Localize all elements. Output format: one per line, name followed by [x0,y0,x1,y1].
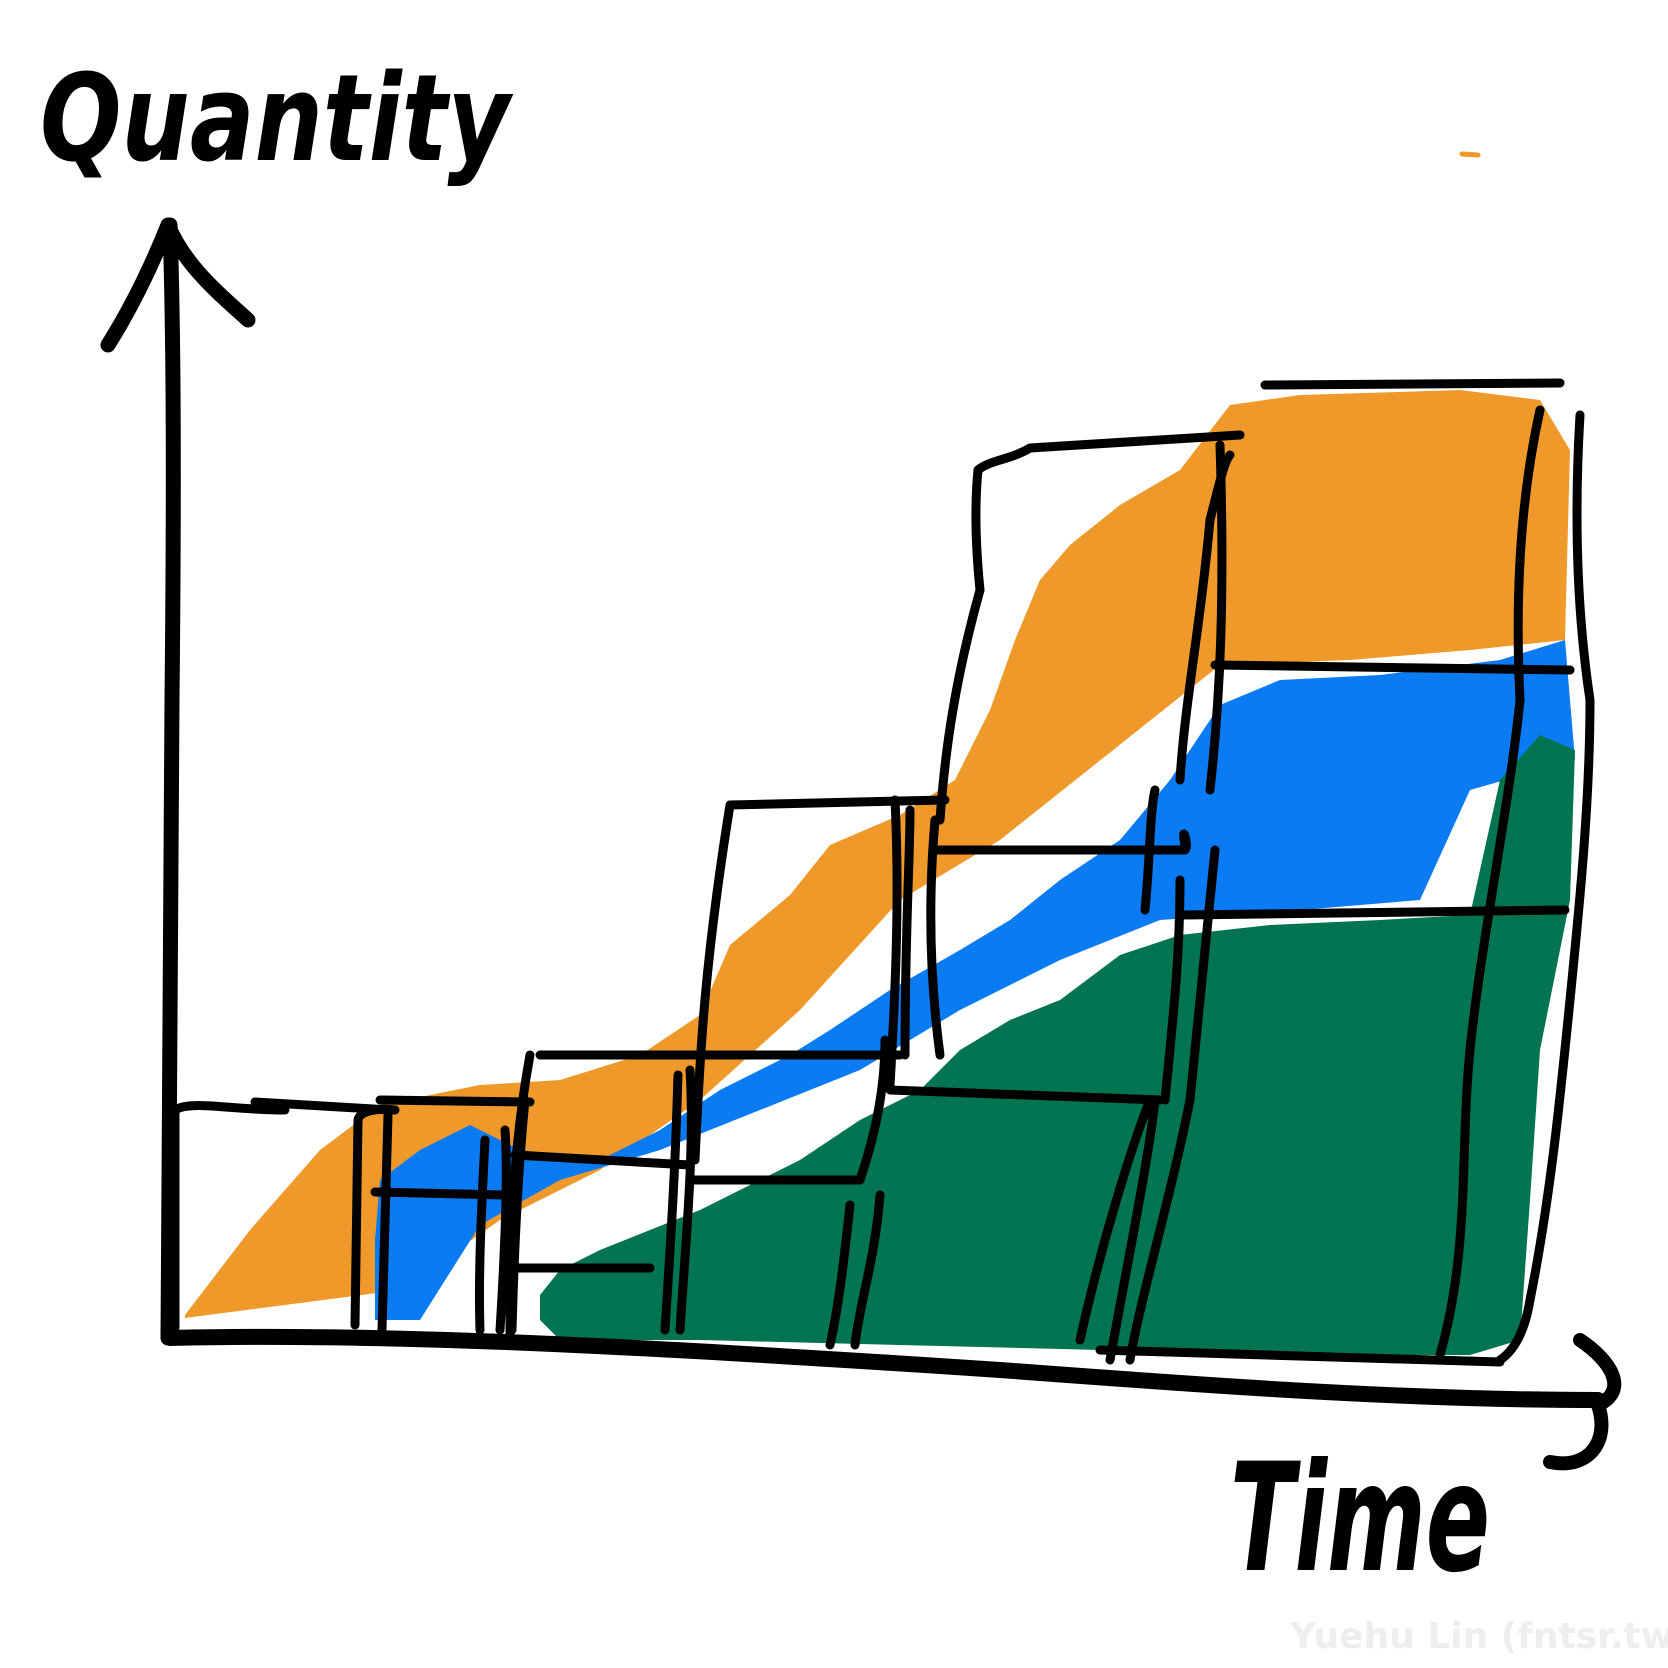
x-axis-line [162,1328,1606,1408]
y-axis-line [160,217,181,1346]
green-band [540,735,1575,1355]
orange-dash [1459,151,1481,158]
x-axis-label: Time [1230,1432,1490,1606]
y-axis-arrowhead [100,217,256,353]
watermark: Yuehu Lin (fntsr.tw) [1289,1616,1668,1657]
y-axis-label: Quantity [40,50,514,189]
blue-band [375,640,1575,1320]
block-outlines [170,378,1595,1367]
axes [100,217,1622,1471]
x-axis-arrowhead [1543,1333,1622,1471]
